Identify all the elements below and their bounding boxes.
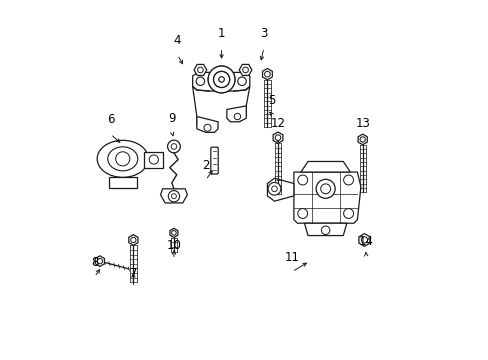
Polygon shape	[192, 72, 249, 91]
Circle shape	[149, 155, 158, 164]
Text: 2: 2	[202, 159, 209, 172]
Circle shape	[196, 77, 204, 85]
Text: 11: 11	[284, 251, 299, 264]
Circle shape	[130, 237, 136, 243]
Circle shape	[297, 208, 307, 219]
Circle shape	[203, 124, 210, 131]
Text: 6: 6	[106, 113, 114, 126]
FancyBboxPatch shape	[210, 147, 218, 174]
Circle shape	[171, 144, 176, 149]
Circle shape	[321, 226, 329, 234]
Ellipse shape	[107, 147, 138, 171]
Circle shape	[297, 175, 307, 185]
Text: 14: 14	[358, 235, 373, 248]
Polygon shape	[160, 189, 187, 203]
Polygon shape	[304, 223, 346, 235]
Polygon shape	[293, 172, 360, 223]
Polygon shape	[226, 106, 246, 122]
Circle shape	[197, 67, 203, 73]
Circle shape	[97, 258, 102, 264]
Polygon shape	[194, 64, 206, 76]
Polygon shape	[267, 178, 293, 201]
Polygon shape	[128, 235, 138, 245]
Polygon shape	[108, 177, 137, 188]
Circle shape	[271, 186, 277, 192]
Circle shape	[343, 175, 353, 185]
Polygon shape	[262, 68, 272, 80]
Text: 1: 1	[217, 27, 225, 40]
Text: 13: 13	[354, 117, 369, 130]
Text: 10: 10	[166, 239, 181, 252]
Polygon shape	[197, 117, 218, 132]
Circle shape	[315, 179, 334, 198]
Circle shape	[167, 140, 180, 153]
Circle shape	[264, 71, 270, 77]
Polygon shape	[143, 152, 163, 168]
Polygon shape	[239, 64, 251, 76]
Polygon shape	[170, 228, 178, 238]
Circle shape	[275, 135, 280, 140]
Circle shape	[208, 66, 235, 93]
Circle shape	[213, 71, 229, 87]
Text: 9: 9	[168, 112, 176, 125]
Circle shape	[267, 183, 280, 195]
Text: 5: 5	[268, 94, 275, 107]
Polygon shape	[300, 162, 349, 172]
Polygon shape	[357, 134, 366, 145]
Circle shape	[116, 152, 130, 166]
Circle shape	[213, 71, 229, 87]
Circle shape	[237, 77, 246, 85]
Polygon shape	[358, 234, 369, 246]
Text: 4: 4	[173, 34, 181, 47]
Circle shape	[171, 194, 176, 199]
Polygon shape	[95, 256, 104, 266]
Circle shape	[361, 237, 367, 243]
Polygon shape	[273, 132, 283, 143]
Circle shape	[242, 67, 248, 73]
Text: 8: 8	[91, 256, 98, 269]
Circle shape	[208, 66, 235, 93]
Circle shape	[320, 184, 330, 194]
Circle shape	[219, 77, 224, 82]
Circle shape	[168, 190, 179, 202]
Ellipse shape	[97, 140, 148, 177]
Circle shape	[343, 208, 353, 219]
Circle shape	[234, 113, 240, 120]
Text: 7: 7	[129, 267, 137, 280]
Text: 3: 3	[260, 27, 267, 40]
Circle shape	[359, 137, 365, 142]
Text: 12: 12	[270, 117, 285, 130]
Circle shape	[219, 77, 224, 82]
Circle shape	[171, 231, 176, 235]
